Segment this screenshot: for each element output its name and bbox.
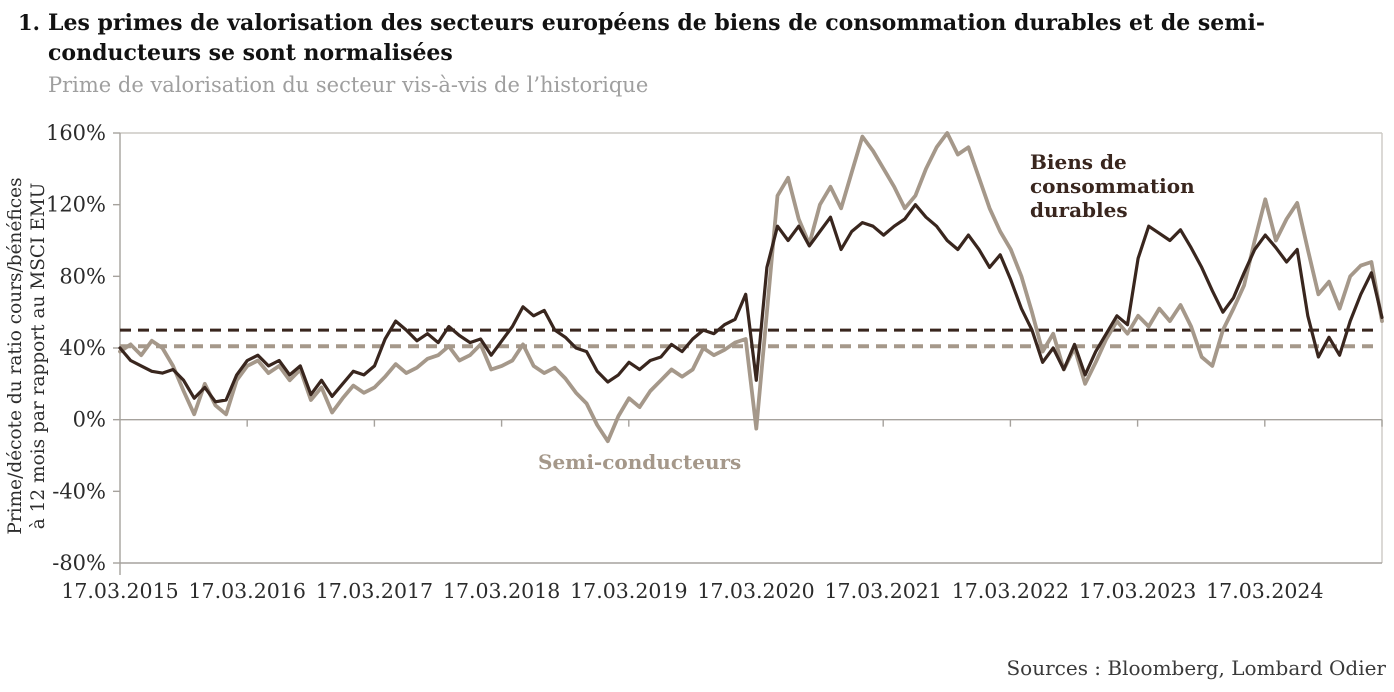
y-tick-label: 0% <box>73 408 106 432</box>
semiconductors-line <box>118 131 1384 444</box>
x-tick-label: 17.03.2015 <box>61 579 178 603</box>
x-tick-label: 17.03.2023 <box>1079 579 1196 603</box>
x-tick-label: 17.03.2021 <box>825 579 942 603</box>
figure-number: 1. <box>18 10 40 35</box>
x-tick-label: 17.03.2016 <box>189 579 306 603</box>
chart-header: 1. Les primes de valorisation des secteu… <box>18 8 1390 97</box>
x-tick-label: 17.03.2020 <box>697 579 814 603</box>
x-tick-label: 17.03.2018 <box>443 579 560 603</box>
x-tick-label: 17.03.2017 <box>316 579 433 603</box>
x-tick-label: 17.03.2022 <box>952 579 1069 603</box>
x-tick-label: 17.03.2019 <box>570 579 687 603</box>
x-tick-label: 17.03.2024 <box>1206 579 1323 603</box>
y-tick-label: 40% <box>59 336 106 360</box>
y-tick-label: 160% <box>46 121 106 145</box>
series-label-semiconductors: Semi-conducteurs <box>538 450 742 474</box>
y-tick-label: 80% <box>59 264 106 288</box>
series-label-durables: Biens de consommation durables <box>1030 150 1195 222</box>
valuation-premium-line-chart: 160% 120% 80% 40% 0% -40% -80% 17.03.2015 17.03.… <box>46 121 1384 603</box>
figure-title: Les primes de valorisation des secteurs … <box>48 10 1266 66</box>
y-tick-label: 120% <box>46 193 106 217</box>
y-tick-label: -80% <box>52 551 106 575</box>
y-tick-label: -40% <box>52 479 106 503</box>
figure-subtitle: Prime de valorisation du secteur vis-à-v… <box>48 73 649 97</box>
sources-note: Sources : Bloomberg, Lombard Odier <box>1006 656 1386 680</box>
durables-line <box>118 203 1384 404</box>
